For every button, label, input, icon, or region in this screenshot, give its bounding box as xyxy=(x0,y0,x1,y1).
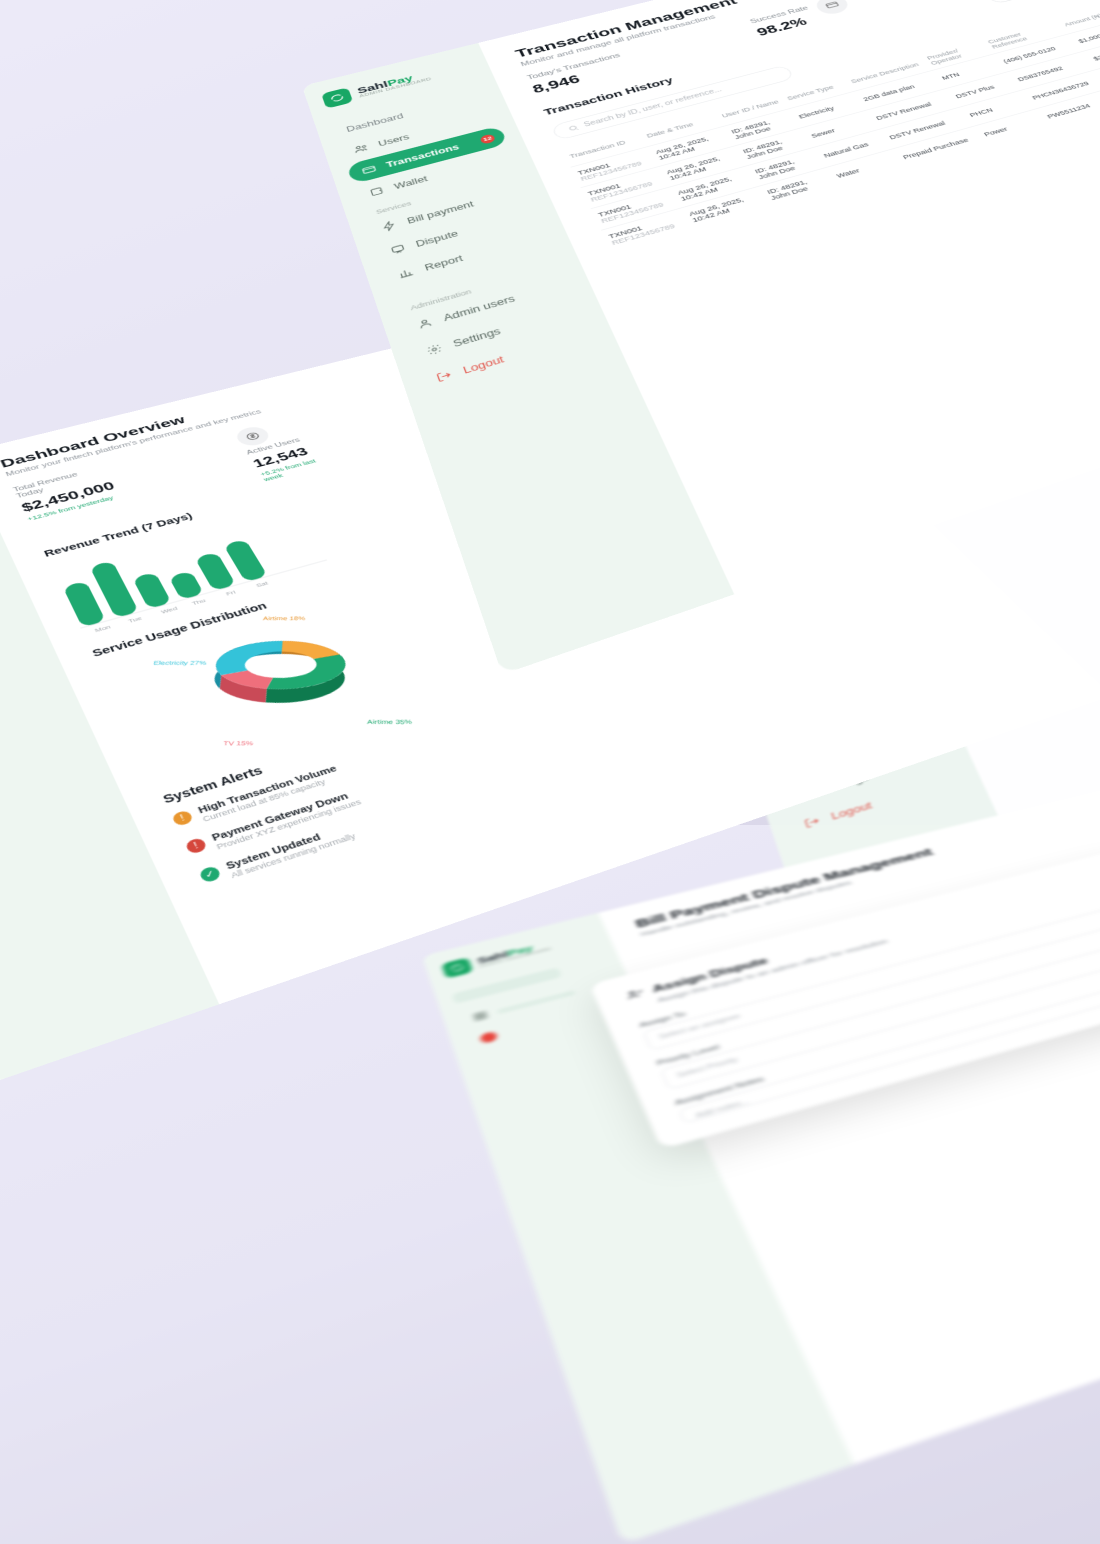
svg-text:Electricity 27%: Electricity 27% xyxy=(153,660,207,666)
svg-text:TV 15%: TV 15% xyxy=(223,741,254,748)
svg-text:Airtime 35%: Airtime 35% xyxy=(367,719,413,726)
svg-text:Airtime 18%: Airtime 18% xyxy=(263,616,306,622)
svg-text:Mon: Mon xyxy=(94,624,112,634)
svg-text:Sat: Sat xyxy=(255,581,270,589)
svg-text:Thu: Thu xyxy=(191,598,208,607)
svg-text:Fri: Fri xyxy=(225,590,237,598)
svg-text:Tue: Tue xyxy=(127,615,143,624)
